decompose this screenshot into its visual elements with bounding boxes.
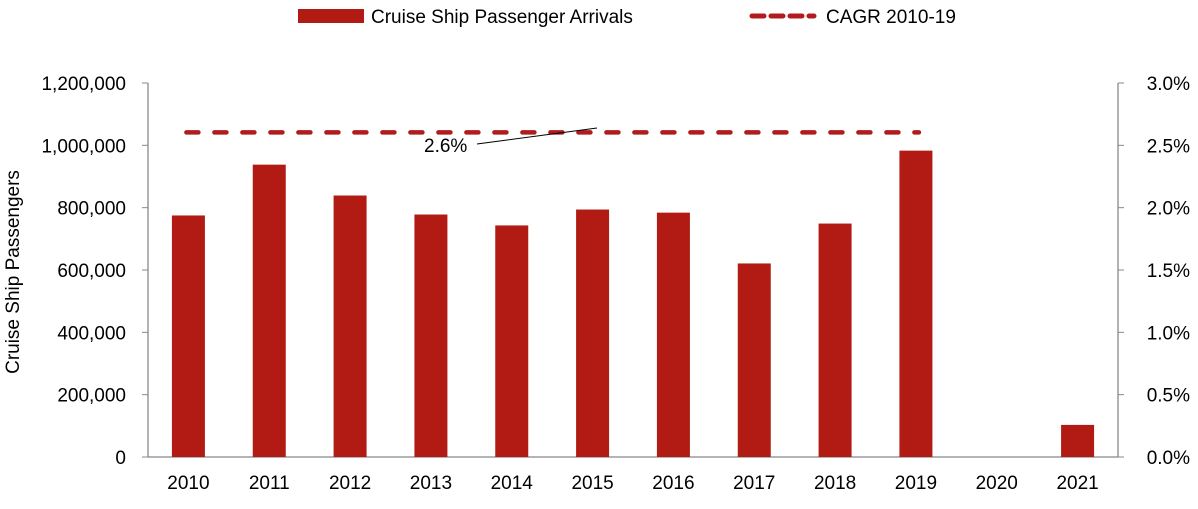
x-tick-label: 2021 (1056, 473, 1098, 494)
x-tick-label: 2013 (410, 473, 452, 494)
y-tick-label: 1,000,000 (41, 136, 126, 157)
cagr-annotation: 2.6% (424, 136, 467, 157)
y2-tick-label: 3.0% (1147, 74, 1190, 95)
bar-2019 (899, 150, 933, 458)
legend-label-bars: Cruise Ship Passenger Arrivals (371, 7, 633, 28)
x-tick-label: 2019 (895, 473, 937, 494)
legend-swatch-bars (298, 9, 364, 23)
y2-tick-label: 1.5% (1147, 261, 1190, 282)
y-tick-label: 200,000 (57, 386, 126, 407)
bar-2012 (333, 195, 367, 458)
bar-2018 (818, 223, 852, 457)
x-tick-label: 2018 (814, 473, 856, 494)
x-tick-label: 2010 (167, 473, 209, 494)
y-axis-label: Cruise Ship Passengers (3, 170, 24, 374)
x-tick-label: 2020 (976, 473, 1018, 494)
bar-2010 (171, 215, 205, 457)
bar-2015 (576, 209, 610, 457)
x-tick-label: 2014 (491, 473, 534, 494)
x-tick-label: 2017 (733, 473, 775, 494)
y2-tick-label: 0.0% (1147, 448, 1190, 469)
annotation-leader-line (476, 127, 598, 145)
y2-tick-label: 1.0% (1147, 323, 1190, 344)
x-tick-label: 2011 (249, 473, 290, 494)
y-tick-label: 600,000 (57, 261, 126, 282)
y2-tick-label: 0.5% (1147, 386, 1190, 407)
bar-2017 (737, 263, 771, 457)
x-tick-label: 2016 (652, 473, 694, 494)
y2-tick-label: 2.5% (1147, 136, 1190, 157)
legend: Cruise Ship Passenger Arrivals CAGR 2010… (298, 7, 956, 28)
y-tick-label: 400,000 (57, 323, 126, 344)
bar-2014 (495, 225, 529, 457)
y-tick-label: 1,200,000 (41, 74, 126, 95)
bar-2013 (414, 214, 448, 457)
x-tick-label: 2015 (571, 473, 613, 494)
y-tick-label: 800,000 (57, 199, 126, 220)
bar-2016 (656, 212, 690, 457)
legend-label-cagr: CAGR 2010-19 (826, 7, 956, 28)
y2-tick-label: 2.0% (1147, 199, 1190, 220)
x-tick-label: 2012 (329, 473, 371, 494)
bar-2021 (1061, 424, 1095, 457)
y-tick-label: 0 (115, 448, 126, 469)
bar-2011 (252, 164, 286, 457)
